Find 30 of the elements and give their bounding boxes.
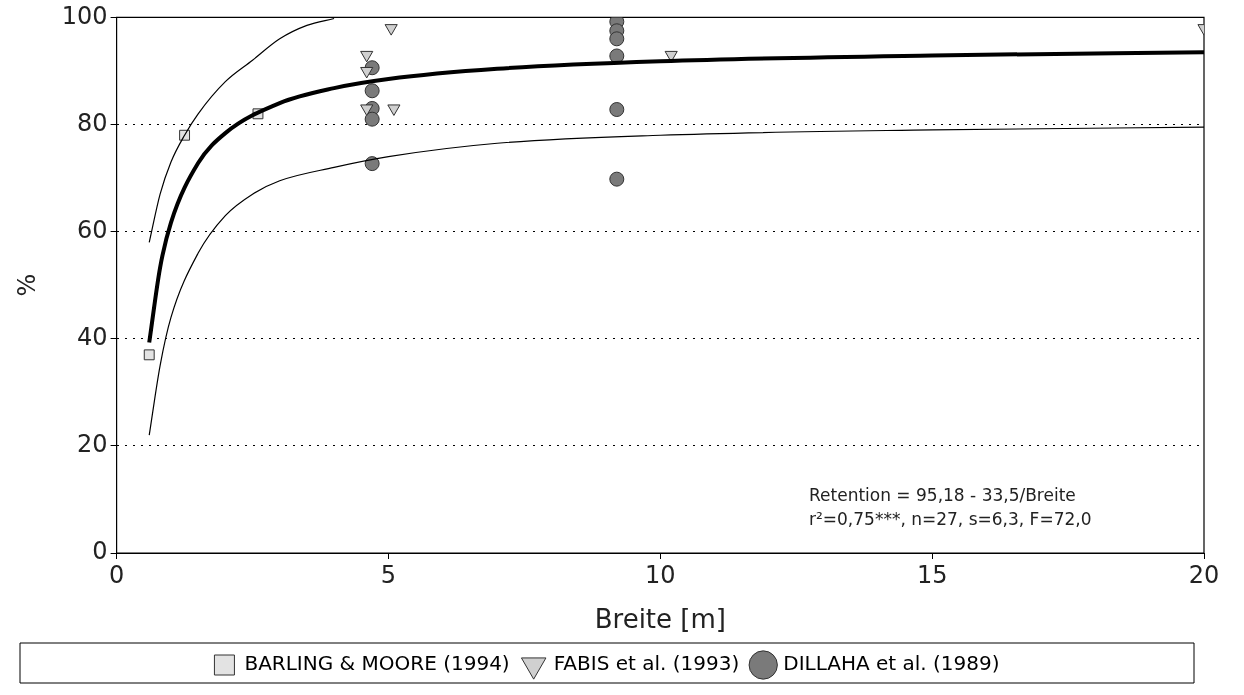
point — [143, 349, 155, 361]
annotation: Retention = 95,18 - 33,5/Breite — [809, 485, 1076, 505]
x-axis-title: Breite [m] — [594, 604, 726, 635]
point — [384, 24, 398, 36]
y-tick-label: 20 — [77, 430, 108, 459]
y-axis-title: % — [12, 273, 41, 297]
point — [609, 48, 625, 64]
annotation: r²=0,75***, n=27, s=6,3, F=72,0 — [809, 509, 1092, 529]
y-tick-label: 60 — [77, 215, 108, 244]
point — [364, 111, 380, 127]
y-tick-label: 100 — [61, 1, 108, 30]
legend-label: DILLAHA et al. (1989) — [783, 651, 1000, 676]
x-tick-label: 10 — [645, 560, 676, 589]
x-tick-label: 15 — [916, 560, 948, 589]
point — [387, 104, 401, 116]
legend-label: BARLING & MOORE (1994) — [244, 651, 510, 676]
point — [360, 50, 374, 63]
y-tick-label: 0 — [92, 537, 108, 566]
point — [364, 156, 380, 172]
point — [609, 31, 625, 47]
point — [609, 102, 625, 118]
y-tick-label: 80 — [77, 108, 108, 137]
x-tick-label: 20 — [1188, 560, 1220, 589]
point — [609, 171, 625, 187]
y-tick-label: 40 — [77, 322, 108, 351]
point — [360, 66, 374, 79]
legend-label: FABIS et al. (1993) — [553, 651, 740, 676]
x-tick-label: 5 — [380, 560, 397, 589]
point — [364, 83, 380, 99]
point — [360, 104, 374, 116]
